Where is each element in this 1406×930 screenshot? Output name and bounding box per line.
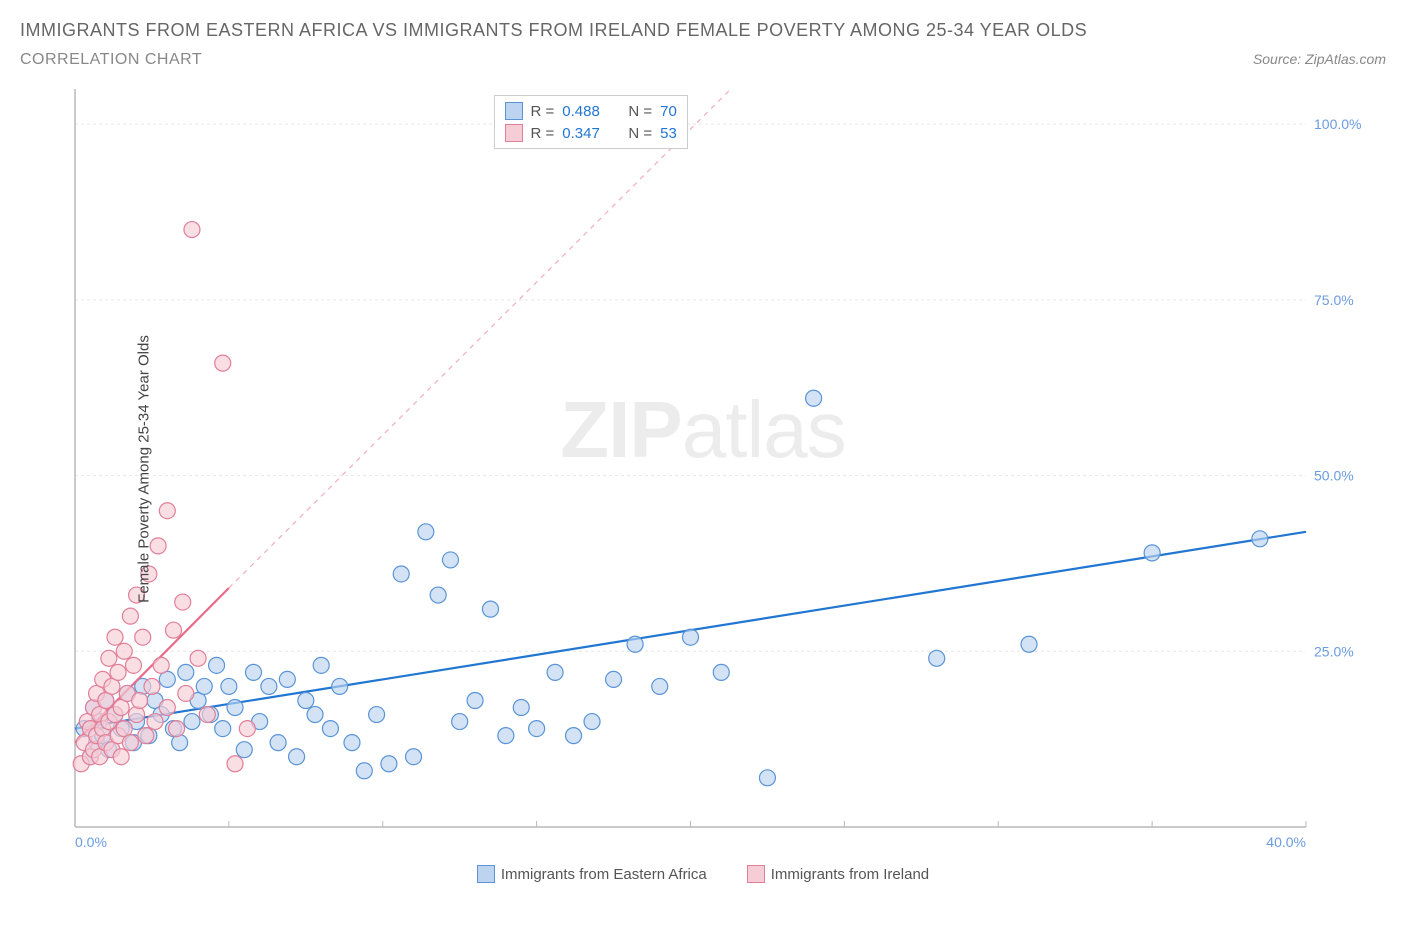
stats-row: R = 0.347 N = 53	[505, 122, 677, 144]
correlation-stats-box: R = 0.488 N = 70R = 0.347 N = 53	[494, 95, 688, 149]
chart-title: IMMIGRANTS FROM EASTERN AFRICA VS IMMIGR…	[20, 20, 1386, 41]
legend: Immigrants from Eastern Africa Immigrants…	[20, 865, 1386, 883]
svg-text:0.0%: 0.0%	[75, 834, 107, 850]
legend-label: Immigrants from Ireland	[771, 866, 929, 883]
svg-text:50.0%: 50.0%	[1314, 468, 1354, 484]
legend-item: Immigrants from Eastern Africa	[477, 865, 707, 883]
svg-text:25.0%: 25.0%	[1314, 643, 1354, 659]
chart-subtitle: CORRELATION CHART	[20, 51, 202, 69]
chart-container: Female Poverty Among 25-34 Year Olds ZIP…	[20, 79, 1386, 859]
legend-label: Immigrants from Eastern Africa	[501, 866, 707, 883]
stats-row: R = 0.488 N = 70	[505, 100, 677, 122]
legend-swatch	[747, 865, 765, 883]
svg-text:40.0%: 40.0%	[1266, 834, 1306, 850]
chart-source: Source: ZipAtlas.com	[1253, 51, 1386, 67]
legend-swatch	[505, 102, 523, 120]
svg-text:100.0%: 100.0%	[1314, 116, 1361, 132]
legend-item: Immigrants from Ireland	[747, 865, 929, 883]
y-axis-label: Female Poverty Among 25-34 Year Olds	[135, 335, 152, 603]
svg-text:75.0%: 75.0%	[1314, 292, 1354, 308]
legend-swatch	[505, 124, 523, 142]
scatter-chart: 25.0% 50.0% 75.0% 100.0% 0.0% 40.0%	[20, 79, 1366, 859]
legend-swatch	[477, 865, 495, 883]
